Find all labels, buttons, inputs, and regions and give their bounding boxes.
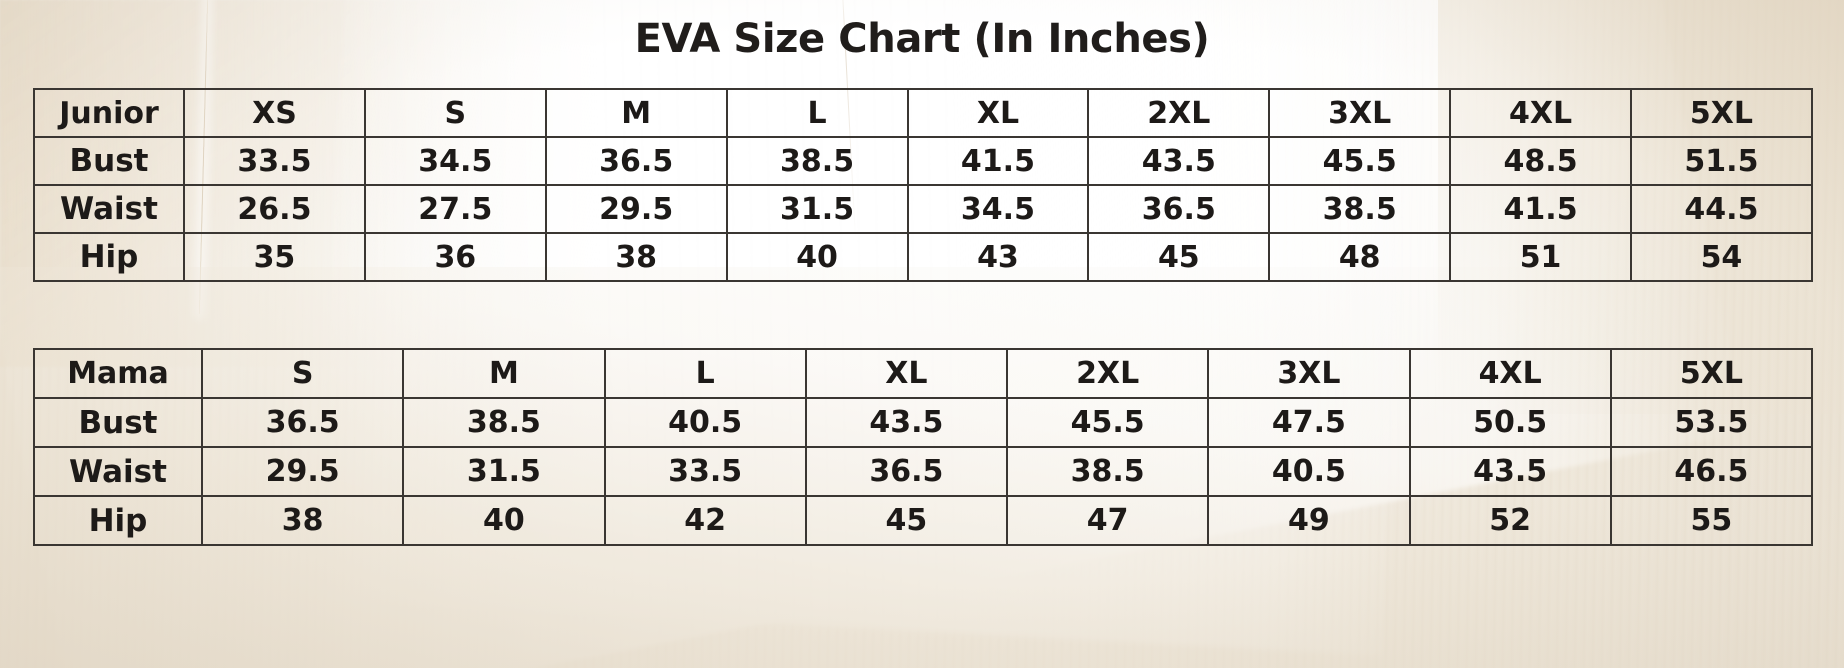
cell-hip-4xl: 51 [1449,232,1632,282]
column-header-5xl: 5XL [1630,88,1813,138]
row-label-hip: Hip [33,232,185,282]
cell-bust-xs: 33.5 [183,136,366,186]
cell-waist-4xl: 43.5 [1408,446,1612,497]
column-header-3xl: 3XL [1207,348,1411,399]
cell-hip-5xl: 55 [1609,495,1814,546]
column-header-5xl: 5XL [1609,348,1814,399]
cell-bust-l: 40.5 [603,397,807,448]
column-header-xs: XS [183,88,366,138]
cell-hip-xs: 35 [183,232,366,282]
row-label-waist: Waist [33,446,203,497]
junior-size-table: Junior XS S M L XL 2XL 3XL 4XL 5XL Bust 33.5 34.5 36.… [33,88,1813,282]
cell-hip-l: 40 [725,232,909,282]
cell-hip-3xl: 48 [1268,232,1452,282]
cell-hip-2xl: 47 [1005,495,1210,546]
cell-bust-s: 36.5 [200,397,405,448]
cell-hip-m: 38 [544,232,728,282]
table-row: Bust 33.5 34.5 36.5 38.5 41.5 43.5 45.5 48.5 51.5 [33,136,1813,186]
cell-hip-xl: 43 [906,232,1090,282]
row-label-bust: Bust [33,397,203,448]
cell-waist-5xl: 46.5 [1609,446,1814,497]
mama-corner-label: Mama [33,348,203,399]
column-header-4xl: 4XL [1449,88,1632,138]
cell-bust-s: 34.5 [363,136,547,186]
table-row: Bust 36.5 38.5 40.5 43.5 45.5 47.5 50.5 53.5 [33,397,1814,448]
cell-bust-l: 38.5 [725,136,909,186]
cell-waist-3xl: 38.5 [1268,184,1452,234]
cell-hip-5xl: 54 [1630,232,1813,282]
cell-bust-2xl: 43.5 [1087,136,1271,186]
cell-waist-m: 29.5 [544,184,728,234]
row-label-bust: Bust [33,136,185,186]
cell-bust-xl: 43.5 [804,397,1009,448]
mama-table-body: Mama S M L XL 2XL 3XL 4XL 5XL Bust 36.5 38.5 40.5 43.… [33,348,1814,546]
cell-waist-5xl: 44.5 [1630,184,1813,234]
junior-corner-label: Junior [33,88,185,138]
cell-bust-2xl: 45.5 [1005,397,1210,448]
column-header-m: M [402,348,606,399]
cell-hip-xl: 45 [804,495,1009,546]
cell-waist-3xl: 40.5 [1207,446,1411,497]
cell-bust-m: 38.5 [402,397,606,448]
cell-bust-xl: 41.5 [906,136,1090,186]
table-row: Hip 38 40 42 45 47 49 52 55 [33,495,1814,546]
column-header-l: L [725,88,909,138]
column-header-2xl: 2XL [1087,88,1271,138]
cell-bust-5xl: 51.5 [1630,136,1813,186]
mama-size-table: Mama S M L XL 2XL 3XL 4XL 5XL Bust 36.5 38.5 40.5 43.… [33,348,1814,546]
page-title: EVA Size Chart (In Inches) [634,16,1210,62]
cell-hip-4xl: 52 [1408,495,1612,546]
column-header-xl: XL [906,88,1090,138]
cell-waist-l: 31.5 [725,184,909,234]
cell-hip-s: 36 [363,232,547,282]
table-row: Waist 29.5 31.5 33.5 36.5 38.5 40.5 43.5 46.5 [33,446,1814,497]
column-header-2xl: 2XL [1005,348,1210,399]
cell-waist-l: 33.5 [603,446,807,497]
row-label-waist: Waist [33,184,185,234]
cell-bust-m: 36.5 [544,136,728,186]
table-header-row: Junior XS S M L XL 2XL 3XL 4XL 5XL [33,88,1813,138]
column-header-l: L [603,348,807,399]
column-header-3xl: 3XL [1268,88,1452,138]
column-header-s: S [200,348,405,399]
cell-waist-2xl: 36.5 [1087,184,1271,234]
cell-hip-l: 42 [603,495,807,546]
cell-bust-3xl: 47.5 [1207,397,1411,448]
column-header-xl: XL [804,348,1009,399]
table-row: Hip 35 36 38 40 43 45 48 51 54 [33,232,1813,282]
table-header-row: Mama S M L XL 2XL 3XL 4XL 5XL [33,348,1814,399]
cell-hip-3xl: 49 [1207,495,1411,546]
cell-bust-4xl: 48.5 [1449,136,1632,186]
column-header-4xl: 4XL [1408,348,1612,399]
cell-waist-xl: 34.5 [906,184,1090,234]
cell-bust-5xl: 53.5 [1609,397,1814,448]
column-header-m: M [544,88,728,138]
junior-table-body: Junior XS S M L XL 2XL 3XL 4XL 5XL Bust 33.5 34.5 36.… [33,88,1813,282]
cell-waist-s: 29.5 [200,446,405,497]
cell-hip-m: 40 [402,495,606,546]
column-header-s: S [363,88,547,138]
cell-waist-xs: 26.5 [183,184,366,234]
cell-hip-s: 38 [200,495,405,546]
cell-waist-s: 27.5 [363,184,547,234]
cell-waist-m: 31.5 [402,446,606,497]
row-label-hip: Hip [33,495,203,546]
table-row: Waist 26.5 27.5 29.5 31.5 34.5 36.5 38.5 41.5 44.… [33,184,1813,234]
cell-bust-4xl: 50.5 [1408,397,1612,448]
cell-waist-2xl: 38.5 [1005,446,1210,497]
cell-waist-4xl: 41.5 [1449,184,1632,234]
cell-bust-3xl: 45.5 [1268,136,1452,186]
cell-waist-xl: 36.5 [804,446,1009,497]
cell-hip-2xl: 45 [1087,232,1271,282]
